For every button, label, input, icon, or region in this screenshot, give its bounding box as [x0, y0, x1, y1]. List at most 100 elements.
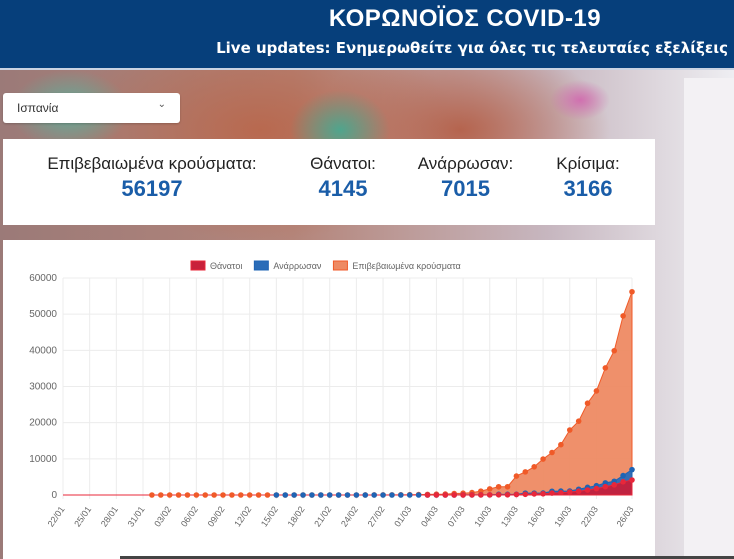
data-point [300, 492, 306, 498]
data-point [415, 492, 422, 498]
legend-swatch [190, 260, 206, 271]
data-point [620, 313, 626, 319]
data-point [309, 492, 315, 498]
data-point [442, 492, 449, 498]
data-point [549, 490, 555, 496]
x-tick-label: 01/03 [392, 504, 413, 528]
data-point [629, 288, 635, 295]
scrollbar[interactable] [120, 556, 734, 559]
x-tick-label: 22/03 [579, 504, 600, 528]
data-point [166, 492, 173, 498]
data-point [398, 492, 404, 498]
stat-critical: Κρίσιμα: 3166 [543, 154, 633, 202]
x-tick-label: 28/01 [99, 504, 120, 528]
x-tick-label: 09/02 [206, 504, 227, 528]
data-point [531, 463, 538, 470]
data-point [558, 441, 564, 448]
x-tick-label: 25/01 [72, 504, 93, 528]
data-point [629, 477, 635, 483]
data-point [406, 492, 413, 498]
data-point [193, 492, 200, 498]
data-point [602, 365, 609, 371]
data-point [478, 492, 484, 498]
x-tick-label: 04/03 [419, 504, 440, 528]
y-tick-label: 40000 [29, 345, 57, 356]
x-tick-label: 13/03 [499, 504, 520, 528]
data-point [211, 492, 217, 498]
x-tick-label: 24/02 [339, 504, 360, 528]
chevron-down-icon: ⌄ [157, 99, 166, 110]
data-point [486, 492, 493, 498]
legend-label: Επιβεβαιωμένα κρούσματα [352, 261, 460, 271]
data-point [451, 492, 457, 498]
stats-card: Επιβεβαιωμένα κρούσματα: 56197 Θάνατοι: … [3, 139, 655, 225]
data-point [460, 492, 466, 498]
data-point [282, 492, 289, 498]
stat-value: 4145 [318, 176, 368, 201]
y-tick-label: 50000 [29, 309, 57, 320]
cases-chart: 0 10000 20000 30000 40000 50000 60000 22/01 25/0… [29, 260, 636, 529]
data-point [620, 479, 626, 485]
data-point [291, 492, 297, 498]
stat-value: 7015 [441, 176, 490, 201]
data-point [549, 449, 555, 456]
x-tick-label: 22/01 [46, 504, 67, 528]
stat-deaths: Θάνατοι: 4145 [298, 154, 388, 202]
data-point [566, 427, 573, 433]
data-point [229, 492, 235, 498]
data-point [611, 482, 618, 488]
chart-card: 0 10000 20000 30000 40000 50000 60000 22/01 25/0… [3, 240, 655, 559]
data-point [620, 472, 626, 479]
data-point [558, 489, 564, 496]
stat-label: Επιβεβαιωμένα κρούσματα: [47, 154, 257, 173]
data-point [318, 492, 324, 498]
data-point [335, 492, 342, 498]
x-tick-label: 18/02 [286, 504, 307, 528]
data-point [495, 492, 502, 498]
x-tick-label: 16/03 [526, 504, 547, 528]
site-subtitle: Live updates: Ενημερωθείτε για όλες τις … [216, 39, 728, 57]
data-point [593, 485, 600, 492]
data-point [380, 492, 386, 498]
stat-label: Θάνατοι: [310, 154, 376, 173]
data-point [540, 456, 546, 462]
stat-label: Ανάρρωσαν: [417, 154, 514, 173]
data-point [175, 492, 182, 498]
data-point [149, 492, 155, 498]
data-point [255, 492, 262, 498]
data-point [424, 492, 431, 498]
country-select[interactable]: Ισπανία ⌄ [3, 93, 180, 123]
x-tick-label: 26/03 [615, 504, 636, 528]
data-point [184, 492, 191, 498]
data-point [238, 492, 244, 498]
data-point [353, 492, 360, 498]
data-point [495, 483, 502, 490]
series-area-2 [63, 291, 633, 496]
y-tick-label: 20000 [29, 418, 57, 429]
data-point [584, 400, 591, 407]
data-point [522, 491, 529, 498]
data-point [513, 491, 520, 498]
stat-recovered: Ανάρρωσαν: 7015 [403, 154, 528, 202]
data-point [593, 388, 600, 394]
data-point [433, 492, 440, 498]
data-point [326, 492, 333, 498]
data-point [575, 488, 582, 495]
stat-confirmed: Επιβεβαιωμένα κρούσματα: 56197 [17, 154, 287, 202]
data-point [344, 492, 351, 498]
site-header: ΚΟΡΩΝΟΪΟΣ COVID-19 Live updates: Ενημερω… [0, 0, 734, 70]
y-tick-label: 0 [51, 490, 57, 501]
data-point [531, 491, 538, 497]
x-tick-label: 10/03 [472, 504, 493, 528]
legend-label: Θάνατοι [210, 261, 242, 271]
x-tick-label: 12/02 [232, 504, 253, 528]
data-point [504, 492, 511, 498]
data-point [362, 492, 369, 498]
data-point [389, 492, 395, 498]
x-tick-label: 07/03 [446, 504, 467, 528]
stat-value: 3166 [563, 176, 613, 201]
side-panel [684, 78, 734, 559]
country-select-value: Ισπανία [17, 101, 59, 115]
stat-label: Κρίσιμα: [556, 154, 620, 173]
data-point [202, 492, 209, 498]
